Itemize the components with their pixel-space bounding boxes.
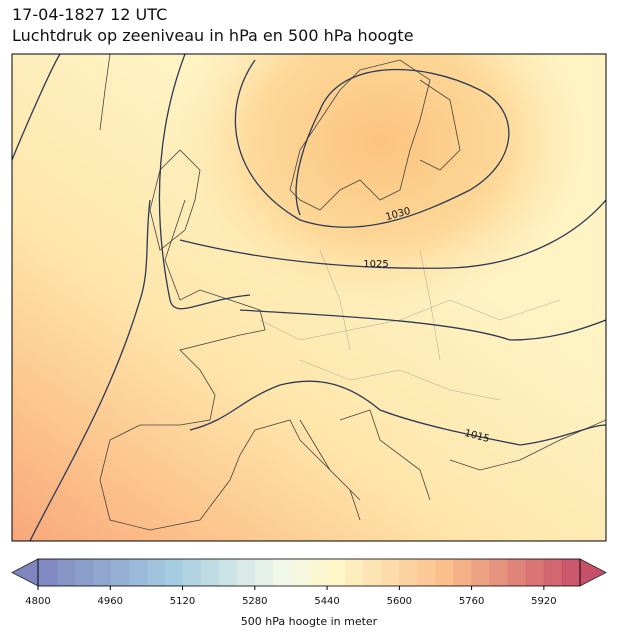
colorbar-box: [435, 559, 455, 586]
map: [12, 54, 606, 541]
colorbar-extend: [11, 558, 39, 587]
colorbar-tick-label: 5120: [170, 596, 195, 607]
colorbar-extend: [579, 558, 607, 587]
colorbar-box: [525, 559, 545, 586]
colorbar-box: [327, 559, 346, 586]
colorbar-box: [254, 559, 274, 586]
colorbar-box: [417, 559, 436, 586]
contour-label: 1025: [363, 259, 388, 270]
colorbar-box: [507, 559, 527, 586]
colorbar-box: [272, 559, 292, 586]
colorbar-box: [471, 559, 491, 586]
colorbar-label: 500 hPa hoogte in meter: [241, 615, 378, 628]
colorbar-box: [399, 559, 418, 586]
title: Luchtdruk op zeeniveau in hPa en 500 hPa…: [12, 26, 414, 45]
colorbar-tick-label: 5760: [459, 596, 484, 607]
colorbar-box: [345, 559, 364, 586]
colorbar-tick-label: 5280: [242, 596, 267, 607]
colorbar-box: [363, 559, 382, 586]
colorbar-box: [290, 559, 310, 586]
colorbar-tick-label: 5920: [531, 596, 556, 607]
colorbar: 4800 4960 5120 5280 5440 5600 5760 5920 500 hPa …: [11, 558, 607, 628]
colorbar-box: [489, 559, 509, 586]
colorbar-box: [381, 559, 400, 586]
colorbar-box: [543, 559, 563, 586]
colorbar-box: [146, 559, 165, 586]
colorbar-box: [164, 559, 184, 586]
colorbar-tick-label: 5600: [387, 596, 412, 607]
colorbar-box: [92, 559, 111, 586]
colorbar-box: [236, 559, 256, 586]
colorbar-box: [56, 559, 75, 586]
colorbar-box: [74, 559, 93, 586]
map-frame: [11, 53, 607, 542]
date: 17-04-1827 12 UTC: [12, 5, 167, 24]
colorbar-tick-label: 4800: [25, 596, 50, 607]
colorbar-tick-label: 5440: [314, 596, 339, 607]
colorbar-box: [561, 559, 581, 586]
colorbar-box: [218, 559, 238, 586]
colorbar-box: [309, 559, 328, 586]
colorbar-tick-label: 4960: [98, 596, 123, 607]
colorbar-box: [453, 559, 473, 586]
colorbar-box: [128, 559, 147, 586]
colorbar-box: [110, 559, 129, 586]
colorbar-box: [38, 559, 57, 586]
colorbar-box: [182, 559, 202, 586]
colorbar-frame: [37, 558, 581, 587]
colorbar-box: [200, 559, 220, 586]
